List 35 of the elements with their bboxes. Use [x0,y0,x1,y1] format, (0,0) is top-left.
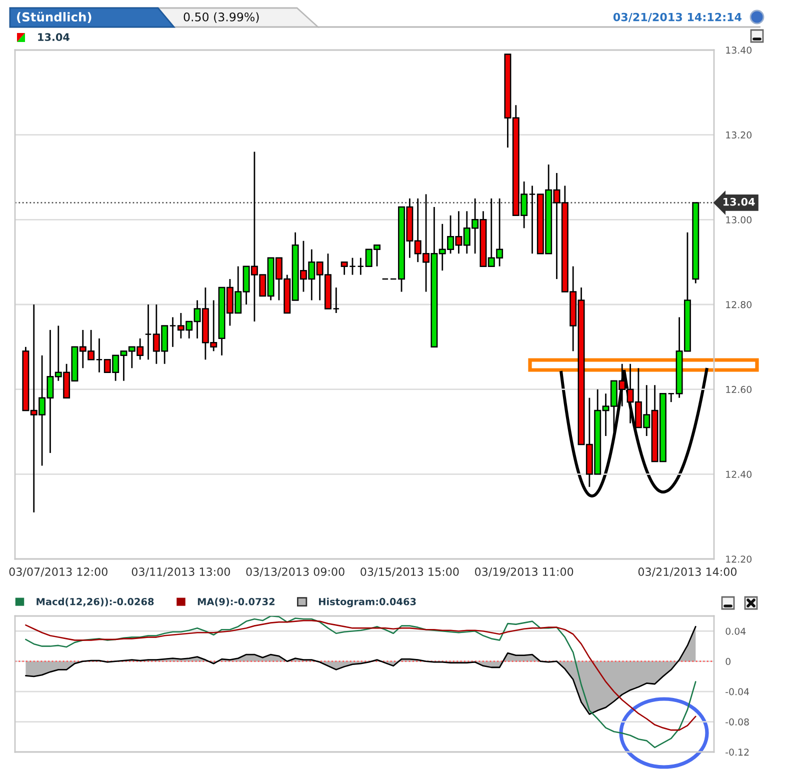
y-tick-label: 13.20 [726,131,752,139]
y-tick-label: 0.04 [726,628,746,635]
y-tick-label: 12.40 [726,470,752,478]
candlestick [96,338,103,374]
x-tick-label: 03/19/2013 11:00 [475,568,574,577]
chart-title: (Stündlich) [17,12,92,23]
legend-label: Histogram:0.0463 [318,598,416,608]
ref-line-label: 13.04 [724,198,755,206]
y-tick-label: 0 [726,658,730,666]
text: 13.04 [38,33,70,42]
line-series [25,616,696,748]
y-tick-label: 12.80 [726,301,752,308]
x-tick-label: 03/11/2013 13:00 [132,568,230,577]
y-tick-label: -0.08 [726,718,749,726]
x-tick-label: 03/13/2013 09:00 [246,568,344,577]
chart-subtitle: 0.50 (3.99%) [184,12,259,23]
candlestick [332,286,340,314]
y-tick-label: 13.00 [726,216,752,224]
x-tick-label: 03/07/2013 12:00 [9,568,108,577]
x-tick-label: 03/15/2013 15:00 [360,568,459,577]
y-tick-label: -0.12 [726,748,749,756]
text: 03/21/2013 14:12:14 [613,12,742,22]
y-tick-label: 12.60 [726,386,752,394]
line-series [25,620,696,731]
x-tick-label: 03/21/2013 14:00 [638,568,737,577]
candlestick [528,185,536,254]
y-tick-label: 12.20 [726,556,752,563]
candlestick [357,257,364,276]
legend-label: MA(9):-0.0732 [198,598,274,606]
y-tick-label: -0.04 [726,688,750,696]
y-tick-label: 13.40 [726,46,752,54]
candlestick [144,304,152,360]
candlestick [668,392,675,403]
legend-label: Macd(12,26)):-0.0268 [36,598,154,607]
candlestick [169,316,176,348]
